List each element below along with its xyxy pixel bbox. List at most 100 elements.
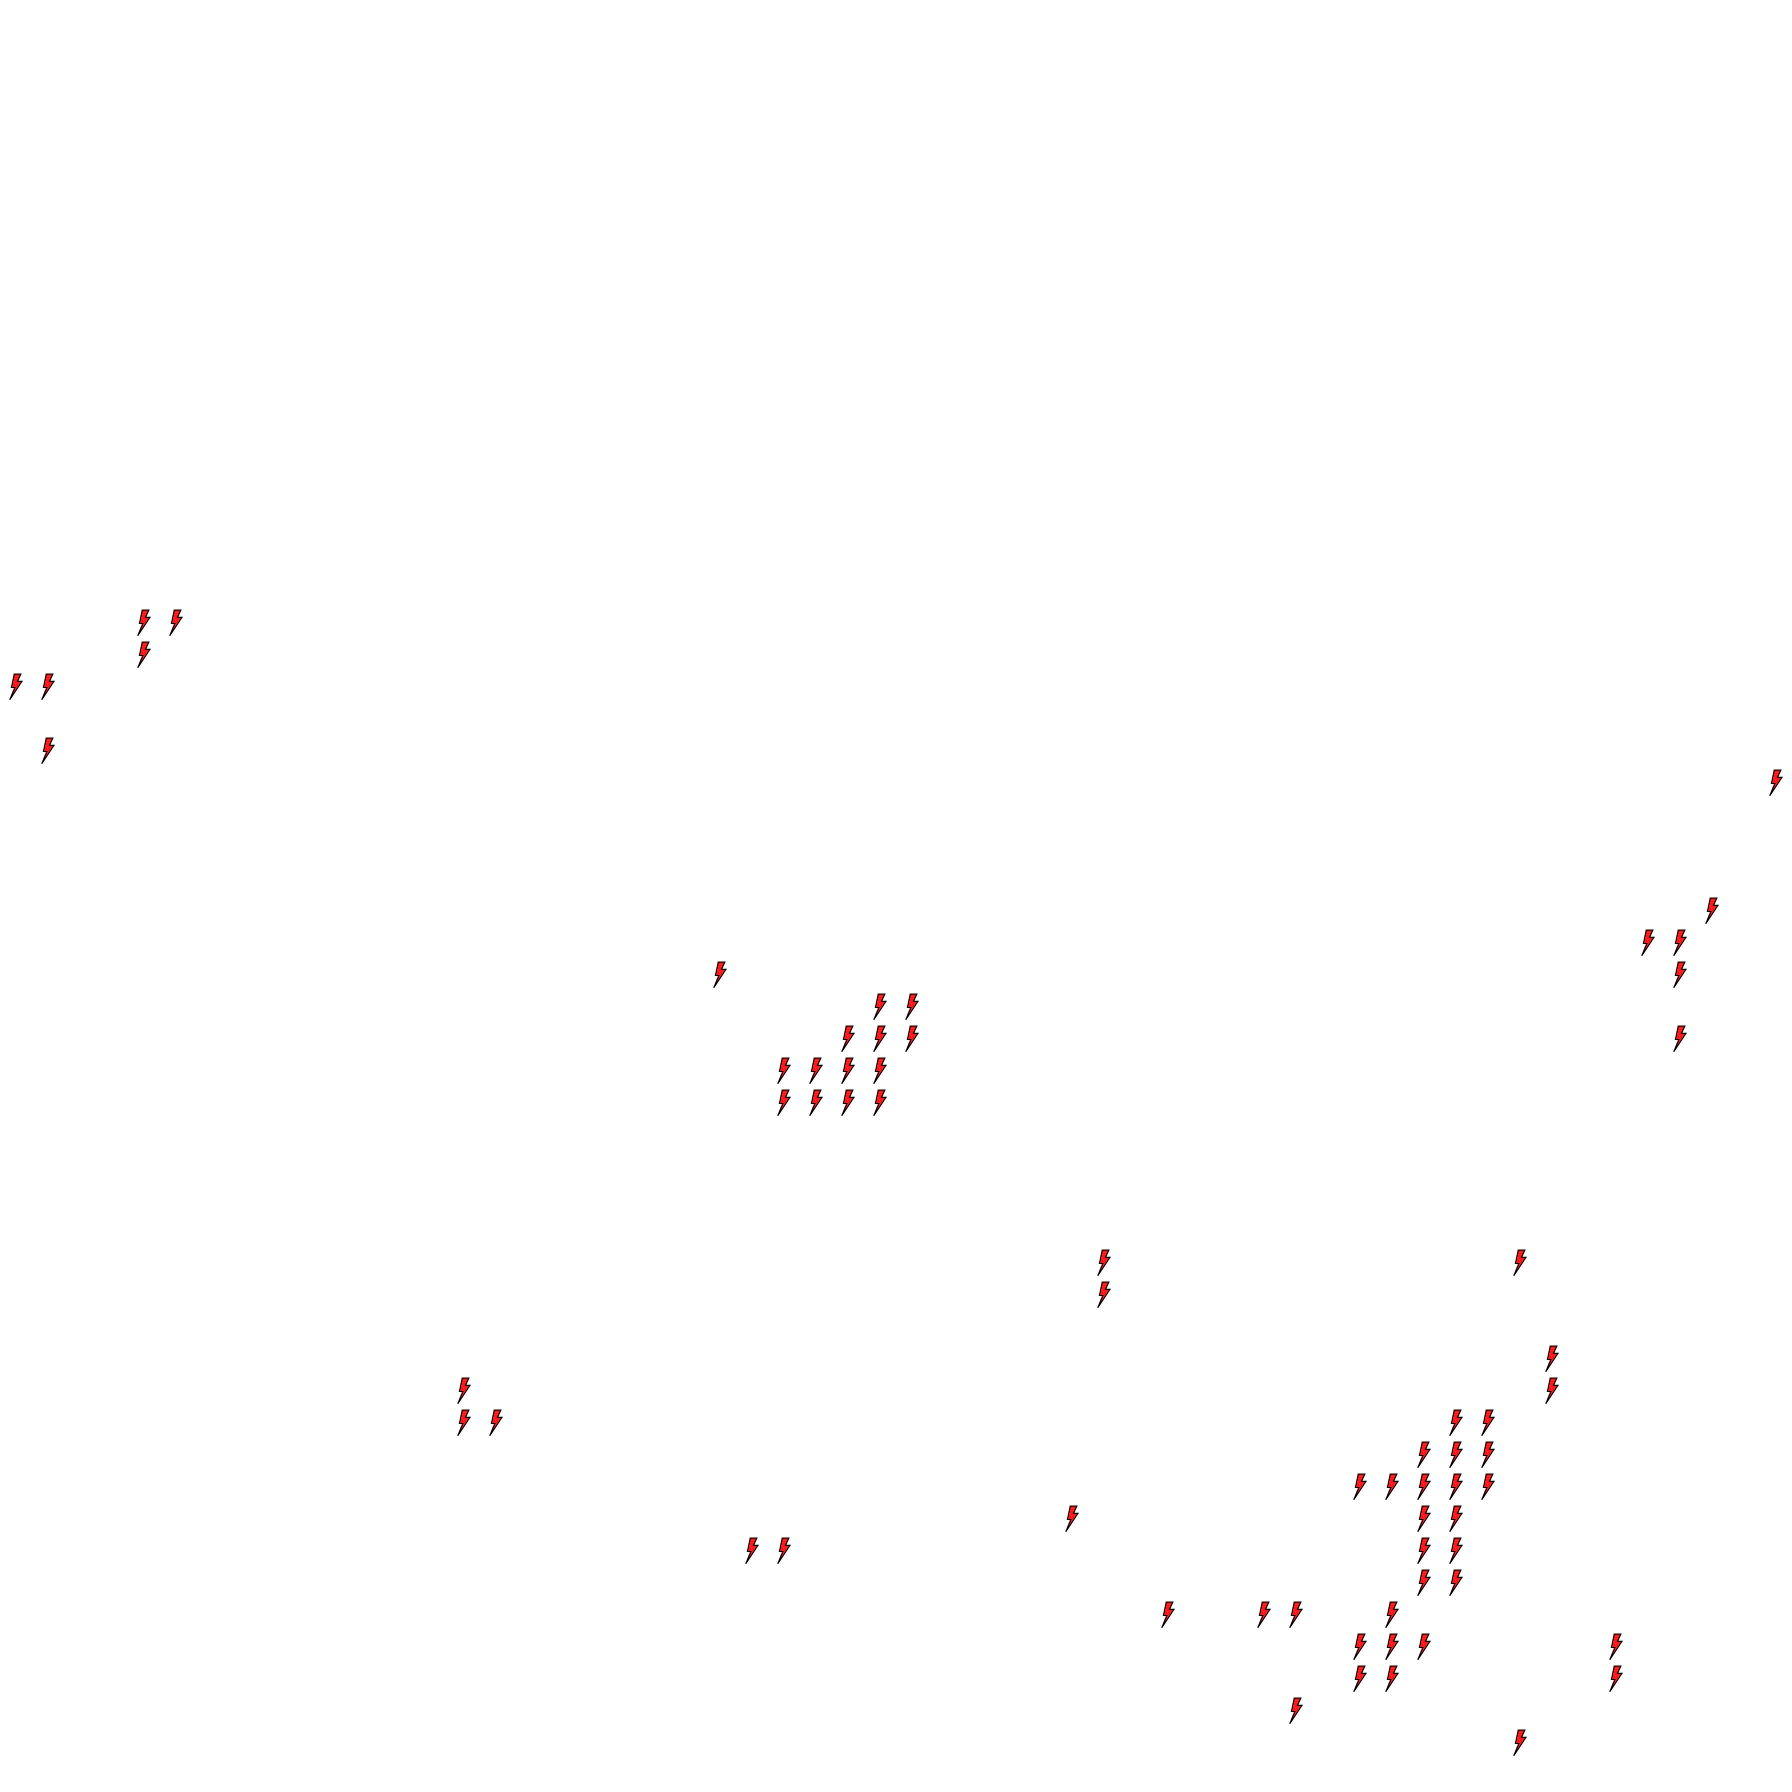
map-marker[interactable] <box>840 1089 858 1118</box>
map-marker[interactable] <box>1352 1633 1370 1662</box>
map-marker[interactable] <box>1288 1601 1306 1630</box>
map-marker[interactable] <box>808 1089 826 1118</box>
map-marker[interactable] <box>1704 897 1722 926</box>
map-marker[interactable] <box>1256 1601 1274 1630</box>
map-marker[interactable] <box>776 1057 794 1086</box>
map-marker[interactable] <box>1768 769 1786 798</box>
map-marker[interactable] <box>40 737 58 766</box>
map-marker[interactable] <box>1448 1409 1466 1438</box>
map-marker[interactable] <box>1480 1473 1498 1502</box>
lightning-bolt-icon <box>1097 1281 1112 1309</box>
map-marker[interactable] <box>1416 1505 1434 1534</box>
lightning-bolt-icon <box>41 673 56 701</box>
map-marker[interactable] <box>1640 929 1658 958</box>
map-marker[interactable] <box>1416 1633 1434 1662</box>
lightning-bolt-icon <box>905 993 920 1021</box>
lightning-bolt-icon <box>1161 1601 1176 1629</box>
lightning-bolt-icon <box>1289 1601 1304 1629</box>
map-marker[interactable] <box>1480 1409 1498 1438</box>
map-marker[interactable] <box>872 1025 890 1054</box>
map-marker[interactable] <box>1512 1249 1530 1278</box>
map-marker[interactable] <box>1608 1633 1626 1662</box>
lightning-bolt-icon <box>41 737 56 765</box>
map-marker[interactable] <box>1096 1281 1114 1310</box>
lightning-bolt-icon <box>1257 1601 1272 1629</box>
map-marker[interactable] <box>904 1025 922 1054</box>
map-marker[interactable] <box>40 673 58 702</box>
map-marker[interactable] <box>712 961 730 990</box>
map-marker[interactable] <box>776 1089 794 1118</box>
map-marker[interactable] <box>488 1409 506 1438</box>
map-marker[interactable] <box>1352 1473 1370 1502</box>
lightning-bolt-icon <box>1609 1665 1624 1693</box>
map-marker[interactable] <box>872 993 890 1022</box>
map-marker[interactable] <box>1448 1505 1466 1534</box>
map-marker[interactable] <box>872 1057 890 1086</box>
map-marker[interactable] <box>1448 1473 1466 1502</box>
map-marker[interactable] <box>1288 1697 1306 1726</box>
lightning-bolt-icon <box>1673 1025 1688 1053</box>
lightning-bolt-icon <box>1417 1441 1432 1469</box>
map-marker[interactable] <box>1448 1537 1466 1566</box>
map-marker[interactable] <box>1096 1249 1114 1278</box>
map-marker[interactable] <box>840 1057 858 1086</box>
map-marker[interactable] <box>1544 1377 1562 1406</box>
map-marker[interactable] <box>1480 1441 1498 1470</box>
map-marker[interactable] <box>1416 1473 1434 1502</box>
map-marker[interactable] <box>840 1025 858 1054</box>
lightning-bolt-icon <box>1353 1633 1368 1661</box>
map-marker[interactable] <box>1416 1569 1434 1598</box>
lightning-bolt-icon <box>457 1409 472 1437</box>
map-marker[interactable] <box>744 1537 762 1566</box>
map-marker[interactable] <box>1672 1025 1690 1054</box>
map-marker[interactable] <box>1160 1601 1178 1630</box>
map-marker[interactable] <box>808 1057 826 1086</box>
map-marker[interactable] <box>456 1409 474 1438</box>
lightning-bolt-icon <box>1481 1441 1496 1469</box>
lightning-bolt-icon <box>1353 1473 1368 1501</box>
map-marker[interactable] <box>872 1089 890 1118</box>
lightning-bolt-icon <box>1385 1601 1400 1629</box>
lightning-bolt-icon <box>1385 1665 1400 1693</box>
map-marker[interactable] <box>1512 1729 1530 1758</box>
lightning-bolt-icon <box>1449 1505 1464 1533</box>
lightning-bolt-icon <box>1449 1569 1464 1597</box>
lightning-bolt-icon <box>1481 1409 1496 1437</box>
lightning-bolt-icon <box>1353 1665 1368 1693</box>
map-marker[interactable] <box>1416 1441 1434 1470</box>
map-marker[interactable] <box>168 609 186 638</box>
map-marker[interactable] <box>904 993 922 1022</box>
lightning-bolt-icon <box>457 1377 472 1405</box>
map-marker[interactable] <box>1384 1665 1402 1694</box>
map-marker[interactable] <box>1416 1537 1434 1566</box>
lightning-bolt-icon <box>777 1089 792 1117</box>
map-marker[interactable] <box>136 641 154 670</box>
lightning-bolt-icon <box>841 1057 856 1085</box>
map-marker[interactable] <box>1448 1441 1466 1470</box>
map-marker[interactable] <box>1544 1345 1562 1374</box>
lightning-bolt-icon <box>1641 929 1656 957</box>
map-marker[interactable] <box>776 1537 794 1566</box>
lightning-bolt-icon <box>873 993 888 1021</box>
map-marker[interactable] <box>456 1377 474 1406</box>
map-marker[interactable] <box>1384 1601 1402 1630</box>
map-marker[interactable] <box>1064 1505 1082 1534</box>
map-marker[interactable] <box>1384 1473 1402 1502</box>
map-marker[interactable] <box>1352 1665 1370 1694</box>
lightning-bolt-icon <box>841 1025 856 1053</box>
lightning-bolt-icon <box>1705 897 1720 925</box>
map-marker[interactable] <box>8 673 26 702</box>
lightning-bolt-icon <box>777 1057 792 1085</box>
map-marker[interactable] <box>1448 1569 1466 1598</box>
lightning-bolt-icon <box>1609 1633 1624 1661</box>
map-marker[interactable] <box>1672 929 1690 958</box>
map-marker[interactable] <box>1384 1633 1402 1662</box>
lightning-bolt-icon <box>489 1409 504 1437</box>
map-marker[interactable] <box>1608 1665 1626 1694</box>
lightning-bolt-icon <box>777 1537 792 1565</box>
map-marker[interactable] <box>1672 961 1690 990</box>
map-marker[interactable] <box>136 609 154 638</box>
lightning-bolt-icon <box>1417 1569 1432 1597</box>
lightning-bolt-icon <box>1385 1473 1400 1501</box>
